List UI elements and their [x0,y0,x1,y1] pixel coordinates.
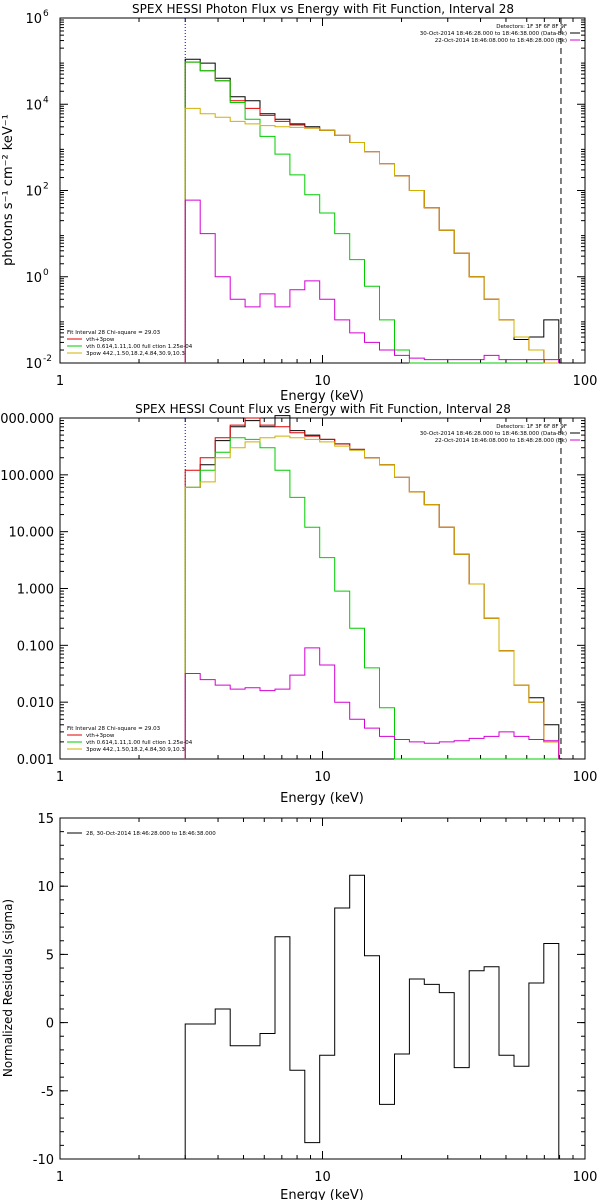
series-line-green [184,437,559,760]
legend-text: 3pow 442.,1.50,18.2,4.84,30.9,10.3 [86,747,185,753]
legend-text: 22-Oct-2014 18:46:08.000 to 18:48:28.000… [435,38,567,44]
x-tick-label: 10 [314,1170,331,1185]
y-tick-label: 1.000 [17,583,54,598]
legend-text: Detectors: 1F 3F 6F 8F 9F [496,424,567,430]
series-line-black [184,58,560,363]
series-line-black [184,874,560,1159]
y-tick-label: 0.010 [17,696,54,711]
series-line-red [184,417,560,759]
y-tick-label: 10 [25,185,42,200]
y-tick-label: 100.000 [0,469,54,484]
series-line-yellow [184,435,560,759]
x-tick-label: 100 [573,374,598,389]
legend-text: vth+3pow [86,733,115,739]
plot-frame [59,17,586,364]
legend-text: vth+3pow [86,337,115,343]
legend-text: 28, 30-Oct-2014 18:46:28.000 to 18:46:38… [86,831,216,837]
legend-text: vth 0.614,1.11,1.00 full ction 1.25e-04 [86,740,193,746]
y-tick-label: 0.100 [17,639,54,654]
photon-flux-panel: SPEX HESSI Photon Flux vs Energy with Fi… [1,2,597,404]
x-axis-label: Energy (keV) [280,389,364,404]
y-axis-label: photons s⁻¹ cm⁻² keV⁻¹ [1,114,16,266]
y-tick-label: 5 [46,948,54,963]
x-tick-label: 10 [314,770,331,785]
legend-text: 30-Oct-2014 18:46:28.000 to 18:46:38.000… [420,31,567,37]
y-tick-label: 0.001 [17,753,54,768]
plot-frame [59,417,586,760]
y-tick-label: 0 [46,1017,54,1032]
y-tick-label: 10 [25,12,42,27]
series-line-magenta [184,199,560,363]
legend-text: Fit Interval 28 Chi-square = 29.03 [67,330,161,336]
y-tick-label: -10 [33,1153,54,1168]
x-tick-label: 1 [56,1170,64,1185]
series-line-yellow [184,107,559,364]
x-tick-label: 100 [573,1170,598,1185]
y-axis-label: Normalized Residuals (sigma) [1,899,15,1077]
y-tick-label: 10 [25,357,42,372]
y-tick-label: 15 [37,812,54,827]
y-tick-exponent: 4 [43,95,49,105]
series-line-magenta [184,647,560,759]
x-tick-label: 1 [56,770,64,785]
legend-text: Fit Interval 28 Chi-square = 29.03 [67,726,161,732]
y-tick-label: 10 [25,98,42,113]
plot-frame [59,817,586,1160]
x-axis-label: Energy (keV) [280,791,364,806]
x-tick-label: 100 [573,770,598,785]
chart-title: SPEX HESSI Count Flux vs Energy with Fit… [135,402,511,416]
series-line-green [184,61,559,364]
series-line-red [184,61,559,364]
legend-text: Detectors: 1F 3F 6F 8F 9F [496,24,567,30]
chart-title: SPEX HESSI Photon Flux vs Energy with Fi… [132,2,514,16]
x-tick-label: 1 [56,374,64,389]
y-tick-label: 10.000 [9,526,55,541]
legend-text: vth 0.614,1.11,1.00 full ction 1.25e-04 [86,344,193,350]
residuals-panel: Energy (keV) Normalized Residuals (sigma… [1,812,597,1200]
count-flux-panel: SPEX HESSI Count Flux vs Energy with Fit… [0,402,597,806]
x-tick-label: 10 [314,374,331,389]
legend-text: 22-Oct-2014 18:46:08.000 to 18:48:28.000… [435,438,567,444]
series-line-black [184,415,560,759]
y-tick-exponent: 2 [43,182,49,192]
y-tick-exponent: 0 [43,268,49,278]
y-tick-label: -5 [41,1085,54,1100]
legend-text: 3pow 442.,1.50,18.2,4.84,30.9,10.3 [86,351,185,357]
y-tick-label: 10 [37,880,54,895]
y-tick-label: 10 [25,271,42,286]
legend-text: 30-Oct-2014 18:46:28.000 to 18:46:38.000… [420,431,567,437]
x-axis-label: Energy (keV) [280,1188,364,1200]
y-tick-exponent: -2 [43,354,52,364]
y-tick-exponent: 6 [43,9,49,19]
